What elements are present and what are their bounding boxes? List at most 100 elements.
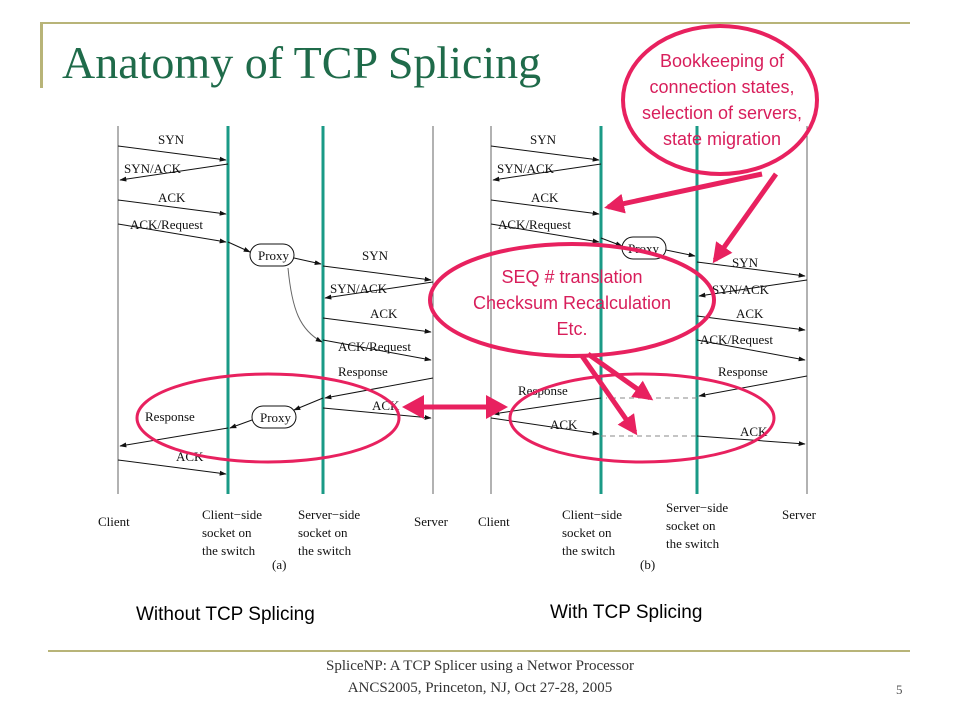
ack-arrow-a: [117, 199, 227, 216]
ackreq-arrow-b: [490, 223, 600, 244]
client-socket-label-a-3: the switch: [202, 543, 256, 558]
syn-label-a: SYN: [158, 132, 185, 147]
syn-arrow-b: [490, 145, 600, 162]
diagram-a: SYN SYN/ACK ACK ACK/Request Proxy SYN SY…: [98, 126, 449, 572]
client-column-label-a: Client: [98, 514, 130, 529]
syn-server-label-b: SYN: [732, 255, 759, 270]
server-socket-label-a-3: the switch: [298, 543, 352, 558]
syn-server-label-a: SYN: [362, 248, 389, 263]
diagram-a-label: (a): [272, 557, 286, 572]
response-client-label-a: Response: [145, 409, 195, 424]
ackreq-server-label-b: ACK/Request: [700, 332, 773, 347]
seq-translation-ellipse: [428, 242, 716, 358]
ack-client-arrow-a: [117, 459, 227, 476]
slide-frame-left: [40, 22, 43, 88]
caption-with-splicing: With TCP Splicing: [550, 602, 703, 623]
seq-line-3: Etc.: [556, 319, 588, 339]
ackreq-arrow-a: [117, 223, 227, 244]
bookkeeping-line-2: connection states,: [649, 77, 795, 97]
ack-server-bottom-arrow-a: [322, 407, 432, 420]
spliced-response-ellipse: [508, 372, 776, 464]
proxy-label-bottom-a: Proxy: [260, 410, 292, 425]
response-server-label-b: Response: [718, 364, 768, 379]
server-socket-label-b-3: the switch: [666, 536, 720, 551]
client-socket-label-b-2: socket on: [562, 525, 612, 540]
ack-label-b: ACK: [531, 190, 559, 205]
seq-pointer-2: [579, 354, 638, 436]
server-socket-label-a-1: Server−side: [298, 507, 360, 522]
bookkeeping-line-4: state migration: [662, 129, 782, 149]
ack-label-a: ACK: [158, 190, 186, 205]
from-proxy-arrow-b: [665, 249, 696, 258]
to-proxy-bottom-arrow-a: [293, 397, 324, 411]
client-socket-label-b-3: the switch: [562, 543, 616, 558]
ackreq-server-arrow-b: [696, 339, 806, 362]
ack-server-arrow-a: [322, 317, 432, 334]
proxy-response-ellipse: [135, 372, 401, 464]
bookkeeping-callout: Bookkeeping of connection states, select…: [632, 48, 812, 152]
compare-arrow-right-head: [486, 395, 508, 419]
synack-server-arrow-b: [698, 279, 808, 298]
synack-arrow-b: [492, 163, 602, 182]
ackreq-label-a: ACK/Request: [130, 217, 203, 232]
seq-pointer-1: [586, 351, 654, 401]
to-proxy-arrow-b: [600, 237, 623, 247]
client-socket-label-a-2: socket on: [202, 525, 252, 540]
seq-callout: SEQ # translation Checksum Recalculation…: [442, 264, 702, 342]
client-socket-label-b-1: Client−side: [562, 507, 622, 522]
bookkeeping-pointer-1: [604, 171, 763, 214]
bookkeeping-ellipse: [621, 24, 819, 176]
syn-arrow-a: [117, 145, 227, 162]
synack-server-label-a: SYN/ACK: [330, 281, 388, 296]
bookkeeping-pointer-2: [712, 172, 779, 264]
client-column-label-b: Client: [478, 514, 510, 529]
syn-server-arrow-b: [696, 261, 806, 278]
diagram-b: SYN SYN/ACK ACK ACK/Request Proxy SYN SY…: [478, 126, 817, 572]
proxy-curve-a: [287, 267, 323, 343]
server-socket-label-a-2: socket on: [298, 525, 348, 540]
response-server-arrow-a: [324, 377, 434, 400]
server-socket-label-b-2: socket on: [666, 518, 716, 533]
proxy-box-bottom-a: [251, 405, 297, 429]
from-proxy-arrow-a: [293, 257, 322, 266]
ack-server-bottom-label-a: ACK: [372, 398, 400, 413]
synack-server-label-b: SYN/ACK: [712, 282, 770, 297]
ack-server-arrow-b: [696, 315, 806, 332]
ackreq-server-arrow-a: [322, 339, 432, 362]
from-proxy-bottom-arrow-a: [229, 419, 253, 429]
synack-arrow-a: [119, 163, 229, 182]
server-socket-label-b-1: Server−side: [666, 500, 728, 515]
response-server-arrow-b: [698, 375, 808, 398]
synack-server-arrow-a: [324, 281, 434, 300]
syn-label-b: SYN: [530, 132, 557, 147]
seq-line-1: SEQ # translation: [501, 267, 643, 287]
annotations: [135, 24, 819, 464]
seq-line-2: Checksum Recalculation: [472, 293, 672, 313]
slide-frame-bottom: [48, 650, 910, 652]
compare-arrow-left-head: [402, 395, 424, 419]
ack-server-label-a: ACK: [370, 306, 398, 321]
ack-server-bottom-arrow-b: [696, 435, 806, 446]
ack-arrow-b: [490, 199, 600, 216]
ackreq-label-b: ACK/Request: [498, 217, 571, 232]
response-server-label-a: Response: [338, 364, 388, 379]
synack-label-b: SYN/ACK: [497, 161, 555, 176]
server-column-label-b: Server: [782, 507, 817, 522]
footer-line-1: SpliceNP: A TCP Splicer using a Networ P…: [326, 658, 634, 674]
response-client-arrow-b: [492, 397, 602, 416]
ack-client-arrow-b: [490, 417, 600, 436]
ack-client-label-b: ACK: [550, 417, 578, 432]
bookkeeping-line-3: selection of servers,: [641, 103, 803, 123]
synack-label-a: SYN/ACK: [124, 161, 182, 176]
ack-server-label-b: ACK: [736, 306, 764, 321]
server-column-label-a: Server: [414, 514, 449, 529]
syn-server-arrow-a: [322, 265, 432, 282]
client-socket-label-a-1: Client−side: [202, 507, 262, 522]
slide-title: Anatomy of TCP Splicing: [62, 37, 542, 88]
ackreq-server-label-a: ACK/Request: [338, 339, 411, 354]
footer-line-2: ANCS2005, Princeton, NJ, Oct 27-28, 2005: [347, 680, 613, 696]
proxy-box-top-a: [249, 243, 295, 267]
response-client-arrow-a: [119, 427, 229, 448]
diagram-b-label: (b): [640, 557, 655, 572]
